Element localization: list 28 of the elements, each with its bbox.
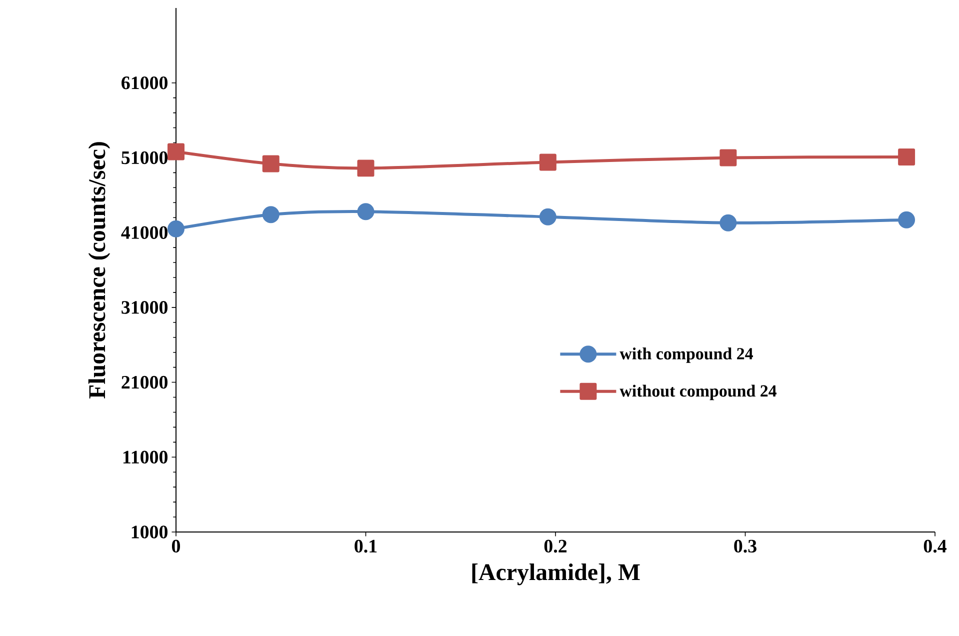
y-tick-label: 41000: [121, 226, 168, 239]
point: [898, 211, 916, 228]
x-tick-label: 0: [172, 540, 180, 553]
y-axis-title: Fluorescence (counts/sec): [88, 142, 110, 399]
x-tick-label: 0.1: [354, 540, 377, 553]
point: [168, 143, 184, 160]
point: [262, 206, 280, 224]
point: [720, 149, 737, 166]
y-tick-label: 31000: [122, 301, 168, 314]
x-tick-label: 0.2: [544, 540, 567, 553]
y-tick-label: 21000: [122, 376, 168, 389]
x-tick-label: 0.4: [924, 540, 946, 553]
point: [898, 148, 916, 166]
point: [720, 214, 737, 232]
x-tick-label: 0.3: [734, 540, 756, 553]
y-tick-label: 1000: [132, 526, 168, 538]
point: [357, 203, 374, 220]
point: [168, 220, 184, 238]
point: [539, 208, 556, 226]
legend-label: without compound 24: [620, 384, 776, 400]
point: [262, 155, 280, 172]
x-axis-title: [Acrylamide], M: [472, 563, 640, 586]
y-tick-label: 11000: [123, 450, 168, 464]
y-tick-label: 51000: [122, 151, 168, 164]
point: [539, 154, 556, 171]
point: [357, 160, 374, 177]
legend-label: with compound 24: [620, 348, 753, 363]
y-tick-label: 61000: [122, 76, 168, 90]
